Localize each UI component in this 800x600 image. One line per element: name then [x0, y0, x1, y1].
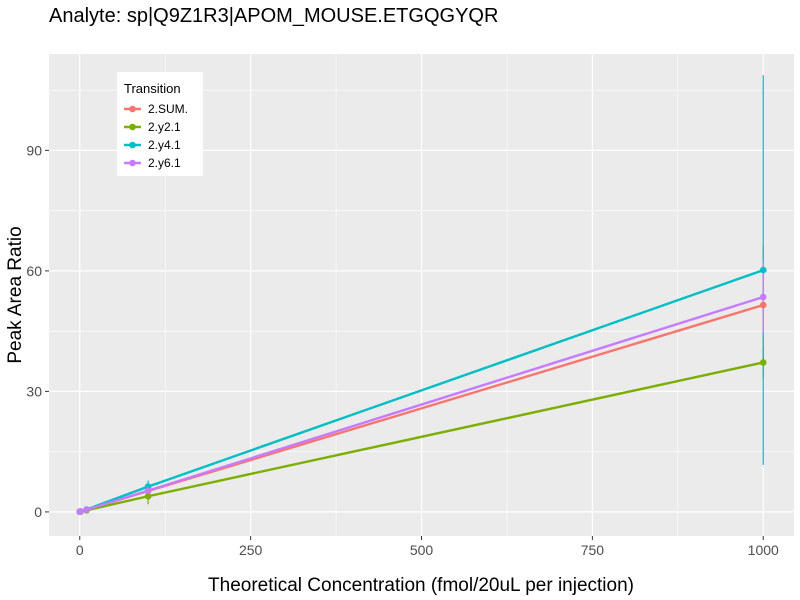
x-axis: 0 250 500 750 1000	[76, 536, 779, 558]
data-point	[144, 492, 152, 500]
data-point	[77, 508, 84, 515]
legend-items: 2.SUM. 2.y2.1 2.y4.1 2.y6.1	[124, 102, 188, 170]
legend-key-point	[129, 105, 136, 113]
legend-label: 2.y6.1	[148, 156, 181, 170]
legend-title: Transition	[124, 81, 181, 96]
data-point	[144, 487, 152, 494]
y-axis: 0 30 60 90	[26, 142, 49, 520]
legend-label: 2.y4.1	[148, 138, 181, 152]
y-tick-label: 90	[26, 142, 42, 158]
x-tick-label: 0	[76, 542, 84, 558]
legend-label: 2.SUM.	[148, 102, 188, 116]
data-point	[759, 293, 767, 301]
y-tick-label: 60	[26, 263, 42, 279]
y-tick-label: 30	[26, 383, 42, 399]
legend: Transition 2.SUM. 2.y2.1 2.y4.1 2.y6.1	[117, 72, 203, 176]
legend-key-point	[129, 123, 136, 131]
x-axis-title: Theoretical Concentration (fmol/20uL per…	[208, 575, 634, 596]
data-point	[759, 301, 767, 309]
legend-key-point	[129, 159, 136, 167]
y-axis-title: Peak Area Ratio	[5, 226, 26, 363]
data-point	[759, 359, 767, 366]
x-tick-label: 750	[581, 542, 605, 558]
y-tick-label: 0	[34, 504, 42, 520]
legend-key-point	[129, 141, 136, 149]
chart-title: Analyte: sp|Q9Z1R3|APOM_MOUSE.ETGQGYQR	[49, 5, 498, 27]
x-tick-label: 1000	[748, 542, 779, 558]
legend-label: 2.y2.1	[148, 120, 181, 134]
x-tick-label: 250	[239, 542, 263, 558]
data-point	[83, 506, 90, 513]
data-points	[76, 266, 767, 516]
data-point	[759, 266, 767, 274]
x-tick-label: 500	[410, 542, 434, 558]
